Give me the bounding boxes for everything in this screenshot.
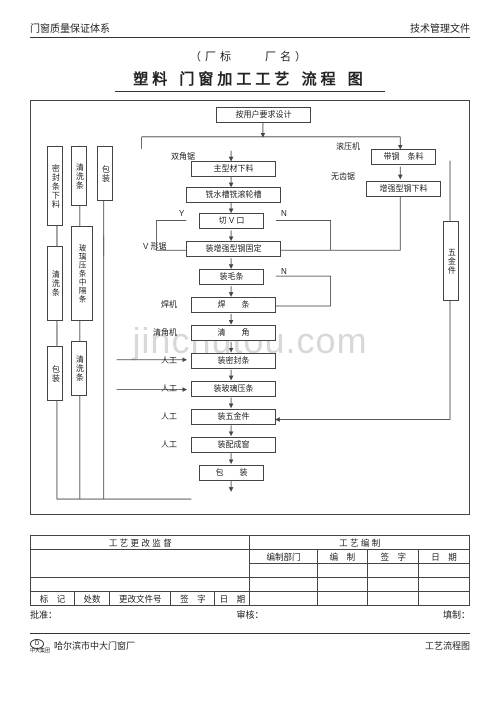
label-rg4: 人工 bbox=[161, 439, 177, 450]
sig-fill: 填制： bbox=[443, 608, 470, 621]
node-glass: 装玻璃压条 bbox=[191, 381, 276, 397]
sig-approve: 批准： bbox=[30, 608, 57, 621]
node-clean: 清 角 bbox=[191, 325, 276, 341]
vnode-wash2: 清洗条 bbox=[71, 341, 87, 396]
label-rg1: 人工 bbox=[161, 355, 177, 366]
vnode-hardware: 五金件 bbox=[443, 221, 459, 301]
label-rg3: 人工 bbox=[161, 411, 177, 422]
node-reinf-cut: 增强型钢下料 bbox=[366, 181, 441, 197]
vnode-wash1: 清洗条 bbox=[71, 146, 87, 206]
vnode-wash-a: 清洗条 bbox=[47, 246, 63, 321]
logo-icon: D 中大集团 bbox=[30, 637, 50, 654]
header-right: 技术管理文件 bbox=[410, 20, 470, 35]
page-header: 门窗质量保证体系 技术管理文件 bbox=[30, 20, 470, 35]
label-hj: 焊机 bbox=[161, 299, 177, 310]
node-start: 按用户要求设计 bbox=[216, 107, 311, 123]
label-qjj: 清角机 bbox=[153, 327, 177, 338]
title-underline bbox=[115, 91, 385, 92]
node-pack: 包 装 bbox=[199, 465, 264, 481]
vnode-pack-a: 包装 bbox=[47, 346, 63, 401]
revision-table: 工 艺 更 改 监 督 工 艺 编 制 编制部门 编 制 签 字 日 期 标 记… bbox=[30, 535, 470, 606]
node-weld: 焊 条 bbox=[191, 297, 276, 313]
footer: D 中大集团 哈尔滨市中大门窗厂 工艺流程图 bbox=[30, 637, 470, 654]
revision-tables: 工 艺 更 改 监 督 工 艺 编 制 编制部门 编 制 签 字 日 期 标 记… bbox=[30, 535, 470, 621]
b-doc: 更改文件号 bbox=[110, 592, 171, 606]
node-fix: 装增强型钢固定 bbox=[186, 241, 281, 257]
label-gyj: 滚压机 bbox=[336, 141, 360, 152]
title: 塑料 门窗加工工艺 流程 图 bbox=[30, 68, 470, 89]
vnode-pack1: 包装 bbox=[97, 146, 113, 201]
node-assemble: 装配成窗 bbox=[191, 437, 276, 453]
node-weather: 装毛条 bbox=[199, 269, 264, 285]
vnode-glass-strip: 玻璃压条中隔条 bbox=[71, 226, 93, 321]
node-mill: 铣水槽铣滚轮槽 bbox=[186, 187, 281, 203]
node-cutv: 切 V 口 bbox=[199, 213, 264, 229]
flowchart-frame: 按用户要求设计 双角锯 主型材下料 滚压机 带钢 条料 铣水槽铣滚轮槽 无齿锯 … bbox=[30, 100, 470, 515]
subtitle: （厂标 厂名） bbox=[30, 48, 470, 64]
label-Y1: Y bbox=[179, 209, 184, 218]
node-main-cut: 主型材下料 bbox=[191, 161, 276, 177]
th-left: 工 艺 更 改 监 督 bbox=[31, 536, 250, 550]
vnode-seal-cut: 密封条下料 bbox=[47, 146, 63, 226]
c-make: 编 制 bbox=[317, 550, 368, 564]
signature-row: 批准： 审核： 填制： bbox=[30, 608, 470, 621]
node-seal: 装密封条 bbox=[191, 353, 276, 369]
label-vxj: V 形锯 bbox=[143, 241, 167, 252]
node-strip: 带钢 条料 bbox=[371, 149, 436, 165]
node-hardware: 装五金件 bbox=[191, 409, 276, 425]
footer-rule bbox=[30, 633, 470, 634]
footer-left: D 中大集团 哈尔滨市中大门窗厂 bbox=[30, 637, 135, 654]
label-N1: N bbox=[281, 209, 287, 218]
footer-right: 工艺流程图 bbox=[425, 639, 470, 652]
sig-review: 审核： bbox=[236, 608, 263, 621]
header-left: 门窗质量保证体系 bbox=[30, 20, 110, 35]
c-sign: 签 字 bbox=[368, 550, 419, 564]
label-wcj: 无齿锯 bbox=[331, 171, 355, 182]
b-mark: 标 记 bbox=[31, 592, 75, 606]
b-date: 日 期 bbox=[215, 592, 250, 606]
header-rule bbox=[30, 37, 470, 38]
b-count: 处数 bbox=[74, 592, 109, 606]
b-sign: 签 字 bbox=[171, 592, 215, 606]
label-N2: N bbox=[281, 267, 287, 276]
c-dept: 编制部门 bbox=[250, 550, 317, 564]
th-right: 工 艺 编 制 bbox=[250, 536, 470, 550]
company-name: 哈尔滨市中大门窗厂 bbox=[54, 639, 135, 652]
label-rg2: 人工 bbox=[161, 383, 177, 394]
c-date: 日 期 bbox=[419, 550, 470, 564]
